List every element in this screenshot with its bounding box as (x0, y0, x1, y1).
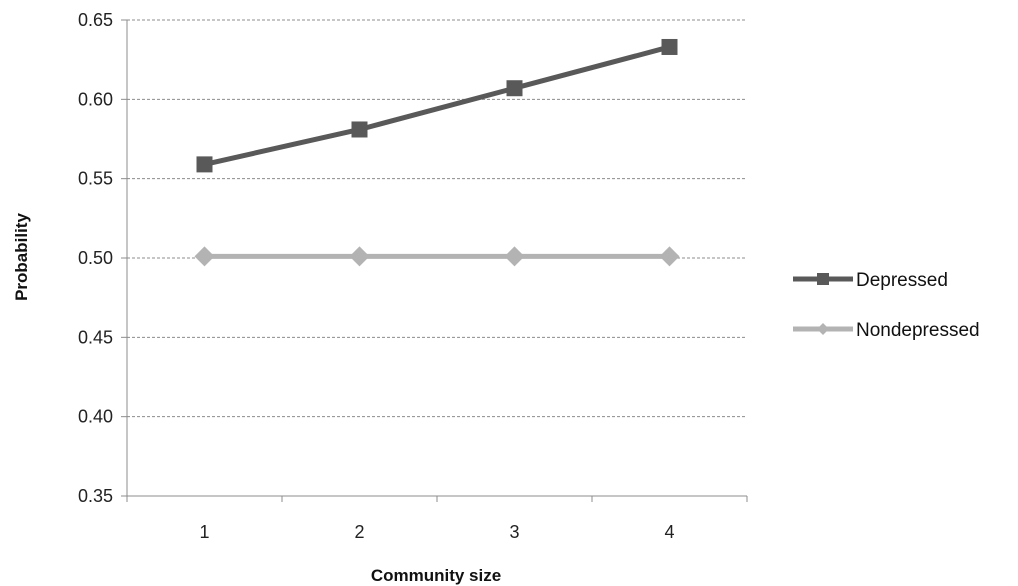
x-tick-label: 2 (354, 522, 364, 542)
data-point (194, 246, 215, 267)
legend-marker (817, 323, 829, 335)
y-tick-label: 0.45 (78, 327, 113, 347)
legend: Depressed Nondepressed (793, 270, 980, 341)
y-tick-label: 0.65 (78, 10, 113, 30)
series-nondepressed (194, 246, 680, 267)
y-tick-label: 0.35 (78, 486, 113, 506)
x-axis-title: Community size (371, 566, 501, 585)
x-tick-label: 4 (664, 522, 674, 542)
legend-marker (817, 273, 829, 285)
series-lines (194, 38, 680, 267)
data-point (661, 38, 678, 55)
y-tick-label: 0.40 (78, 407, 113, 427)
y-tick-label: 0.60 (78, 89, 113, 109)
legend-label: Depressed (856, 270, 948, 291)
legend-label: Nondepressed (856, 320, 980, 341)
series-line (203, 44, 671, 167)
y-tick-label: 0.50 (78, 248, 113, 268)
data-point (349, 246, 370, 267)
data-point (351, 121, 368, 138)
x-tick-label: 3 (509, 522, 519, 542)
data-point (504, 246, 525, 267)
axes: 0.35 0.40 0.45 0.50 0.55 0.60 0.65 1 2 3 4 (78, 10, 748, 542)
y-axis-title: Probability (12, 213, 31, 301)
legend-item-depressed: Depressed (793, 270, 948, 291)
series-depressed (196, 38, 678, 173)
grid-lines (127, 19, 747, 418)
legend-item-nondepressed: Nondepressed (793, 320, 980, 341)
data-point (196, 156, 213, 173)
x-tick-label: 1 (199, 522, 209, 542)
data-point (506, 80, 523, 97)
data-point (659, 246, 680, 267)
y-tick-label: 0.55 (78, 169, 113, 189)
